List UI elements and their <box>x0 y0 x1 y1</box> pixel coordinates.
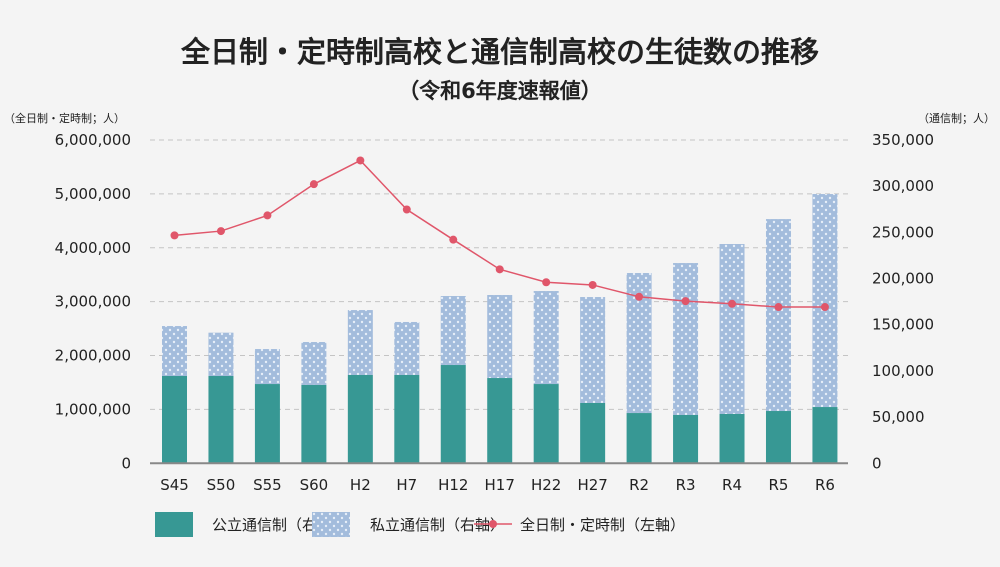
bar-public-S50 <box>208 376 234 464</box>
left-tick-label: 3,000,000 <box>55 293 131 311</box>
bar-public-S45 <box>162 376 187 464</box>
bar-private-S45 <box>162 326 187 377</box>
bar-public-S55 <box>254 384 280 464</box>
bar-private-S60 <box>301 342 327 385</box>
bar-private-H27 <box>580 297 606 403</box>
legend-swatch-public <box>155 512 193 537</box>
x-tick-label: H22 <box>531 476 561 494</box>
line-point-H17 <box>495 265 504 274</box>
right-axis-unit: （通信制；人） <box>918 112 995 125</box>
line-point-S50 <box>216 227 225 236</box>
line-point-H27 <box>588 280 597 289</box>
bar-public-H7 <box>394 374 420 464</box>
bar-private-H2 <box>347 310 373 375</box>
bar-public-R6 <box>812 407 838 464</box>
left-tick-label: 1,000,000 <box>55 400 131 418</box>
left-tick-label: 6,000,000 <box>55 131 131 149</box>
x-tick-label: S45 <box>160 476 189 494</box>
left-tick-label: 0 <box>121 454 131 472</box>
bar-private-S50 <box>208 332 234 377</box>
bar-public-S60 <box>301 384 327 464</box>
x-tick-label: R2 <box>629 476 649 494</box>
bar-public-H22 <box>533 384 559 464</box>
bar-private-R4 <box>719 244 745 414</box>
bar-public-H2 <box>347 374 373 464</box>
right-tick-label: 250,000 <box>872 223 934 241</box>
left-tick-label: 4,000,000 <box>55 239 131 257</box>
bar-private-H7 <box>394 321 420 375</box>
legend: 公立通信制（右軸） 私立通信制（右軸） 全日制・定時制（左軸） <box>155 512 685 537</box>
right-tick-label: 0 <box>872 454 882 472</box>
line-point-R4 <box>728 299 737 308</box>
bar-public-R5 <box>765 411 791 464</box>
right-tick-label: 100,000 <box>872 362 934 380</box>
line-point-R3 <box>681 297 690 306</box>
right-tick-label: 300,000 <box>872 177 934 195</box>
line-point-R2 <box>635 292 644 301</box>
left-tick-label: 5,000,000 <box>55 185 131 203</box>
legend-label-private: 私立通信制（右軸） <box>370 516 505 534</box>
right-tick-label: 350,000 <box>872 131 934 149</box>
line-point-H12 <box>449 235 458 244</box>
left-tick-label: 2,000,000 <box>55 347 131 365</box>
bar-public-H27 <box>580 402 606 464</box>
line-point-R5 <box>774 303 783 312</box>
bar-public-H17 <box>487 378 513 464</box>
line-point-S60 <box>309 180 318 189</box>
chart-title: 全日制・定時制高校と通信制高校の生徒数の推移 <box>180 35 819 69</box>
x-tick-label: R4 <box>722 476 742 494</box>
bar-private-R6 <box>812 194 838 408</box>
bar-private-H17 <box>487 294 513 379</box>
bar-private-R5 <box>765 219 791 412</box>
x-tick-label: H27 <box>577 476 607 494</box>
x-tick-label: H2 <box>350 476 371 494</box>
bar-private-H22 <box>533 291 559 385</box>
x-tick-label: R5 <box>768 476 788 494</box>
bar-public-H12 <box>440 365 466 464</box>
line-point-S55 <box>263 211 272 220</box>
x-tick-label: S55 <box>253 476 282 494</box>
legend-swatch-private <box>312 512 350 537</box>
bar-private-S55 <box>254 349 280 385</box>
x-tick-label: H17 <box>485 476 515 494</box>
chart-subtitle: （令和6年度速報値） <box>398 79 602 103</box>
line-point-S45 <box>170 231 179 240</box>
right-tick-label: 200,000 <box>872 270 934 288</box>
bar-private-H12 <box>440 296 466 366</box>
x-tick-label: S60 <box>300 476 329 494</box>
bar-public-R2 <box>626 413 652 464</box>
right-tick-label: 50,000 <box>872 408 925 426</box>
x-tick-label: H12 <box>438 476 468 494</box>
left-axis-unit: （全日制・定時制；人） <box>4 111 125 125</box>
x-tick-label: S50 <box>207 476 236 494</box>
line-point-H22 <box>542 278 551 287</box>
legend-label-line: 全日制・定時制（左軸） <box>520 516 685 534</box>
bar-private-R3 <box>673 263 699 415</box>
x-tick-label: H7 <box>396 476 417 494</box>
x-tick-label: R6 <box>815 476 835 494</box>
bar-public-R3 <box>673 414 699 464</box>
line-point-H7 <box>402 205 411 214</box>
line-point-H2 <box>356 156 365 165</box>
x-tick-label: R3 <box>676 476 696 494</box>
legend-swatch-marker <box>489 520 497 528</box>
right-tick-label: 150,000 <box>872 316 934 334</box>
bar-public-R4 <box>719 413 745 464</box>
line-point-R6 <box>820 303 829 312</box>
